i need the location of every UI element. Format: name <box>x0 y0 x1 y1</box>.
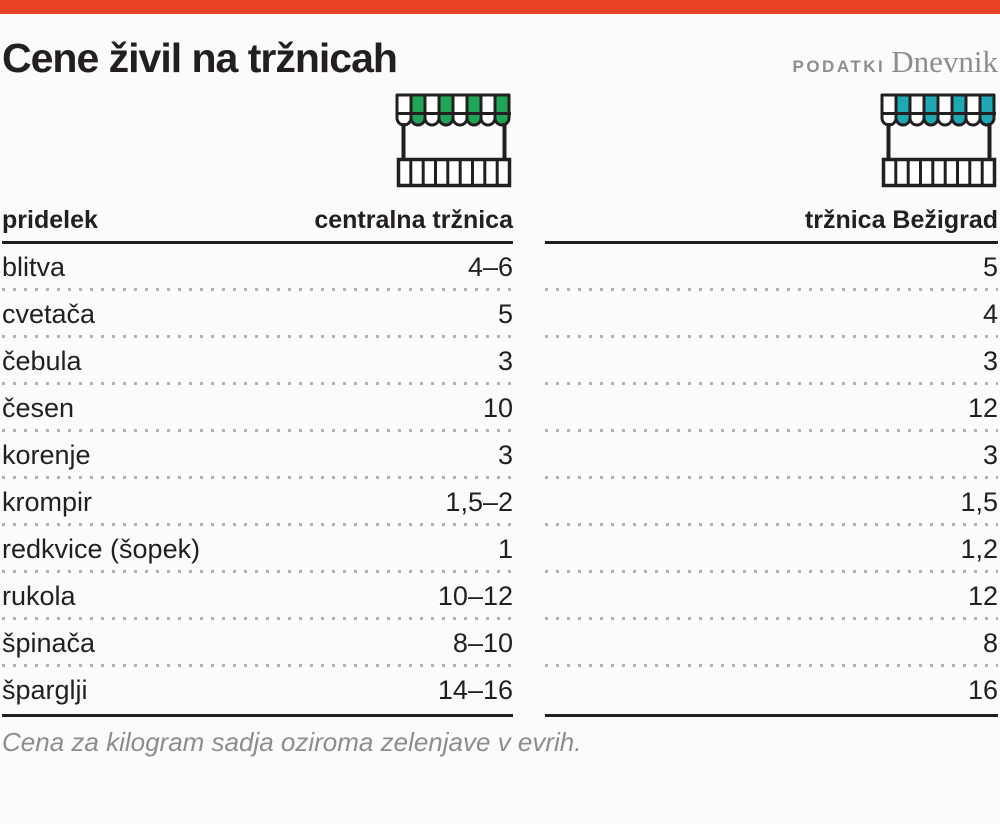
table-row: šparglji 14–16 <box>2 667 513 714</box>
bezigrad-price-value: 8 <box>982 628 998 659</box>
source-label: PODATKI <box>792 57 886 76</box>
central-price-value: 5 <box>497 299 513 330</box>
produce-name: česen <box>2 393 75 424</box>
market-stall-icon-central <box>395 92 513 188</box>
central-price-value: 4–6 <box>467 252 513 283</box>
table-row: krompir 1,5–2 <box>2 479 513 527</box>
produce-name: redkvice (šopek) <box>2 534 201 565</box>
table-row: 12 <box>545 573 998 621</box>
column-header-bezigrad-market: tržnica Bežigrad <box>804 206 998 235</box>
central-price-value: 3 <box>497 440 513 471</box>
produce-name: rukola <box>2 581 76 612</box>
bezigrad-price-value: 1,5 <box>960 487 998 518</box>
table-row: 3 <box>545 338 998 386</box>
table-row: 1,5 <box>545 479 998 527</box>
page-title: Cene živil na tržnicah <box>2 35 398 81</box>
central-market-icon-row <box>2 92 513 188</box>
source-credit: PODATKI Dnevnik <box>792 44 998 80</box>
bezigrad-market-icon-row <box>545 92 998 188</box>
bezigrad-price-value: 12 <box>967 581 998 612</box>
central-price-value: 1,5–2 <box>445 487 513 518</box>
produce-name: korenje <box>2 440 91 471</box>
bezigrad-table-header: tržnica Bežigrad <box>545 196 998 245</box>
top-accent-bar <box>0 0 1000 14</box>
bezigrad-price-value: 16 <box>967 675 998 706</box>
table-row: 12 <box>545 385 998 433</box>
produce-name: šparglji <box>2 675 88 706</box>
central-price-value: 14–16 <box>437 675 513 706</box>
table-row: blitva 4–6 <box>2 244 513 292</box>
table-row: 5 <box>545 244 998 292</box>
central-price-value: 1 <box>497 534 513 565</box>
central-table-header: pridelek centralna tržnica <box>2 196 513 245</box>
bezigrad-price-value: 5 <box>982 252 998 283</box>
table-row: 1,2 <box>545 526 998 574</box>
produce-name: blitva <box>2 252 66 283</box>
table-row: cvetača 5 <box>2 291 513 339</box>
bezigrad-price-value: 1,2 <box>960 534 998 565</box>
bezigrad-price-value: 12 <box>967 393 998 424</box>
central-price-value: 3 <box>497 346 513 377</box>
bezigrad-market-column: tržnica Bežigrad 5 4 3 <box>545 92 998 718</box>
table-row: korenje 3 <box>2 432 513 480</box>
central-table-rows: blitva 4–6 cvetača 5 čebula 3 česen <box>2 244 513 718</box>
price-tables: pridelek centralna tržnica blitva 4–6 cv… <box>2 92 998 718</box>
table-row: rukola 10–12 <box>2 573 513 621</box>
bezigrad-price-value: 4 <box>982 299 998 330</box>
table-row: redkvice (šopek) 1 <box>2 526 513 574</box>
central-price-value: 10 <box>482 393 513 424</box>
infographic-page: Cene živil na tržnicah PODATKI Dnevnik pr… <box>0 0 1000 758</box>
bezigrad-price-value: 3 <box>982 346 998 377</box>
table-row: 4 <box>545 291 998 339</box>
column-header-central-market: centralna tržnica <box>314 206 513 235</box>
produce-name: čebula <box>2 346 82 377</box>
header: Cene živil na tržnicah PODATKI Dnevnik <box>2 35 998 81</box>
table-row: špinača 8–10 <box>2 620 513 668</box>
produce-name: špinača <box>2 628 96 659</box>
bezigrad-price-value: 3 <box>982 440 998 471</box>
central-price-value: 8–10 <box>452 628 513 659</box>
footnote: Cena za kilogram sadja oziroma zelenjave… <box>2 727 582 758</box>
bezigrad-table-rows: 5 4 3 12 3 <box>545 244 998 718</box>
table-row: 16 <box>545 667 998 714</box>
table-row: česen 10 <box>2 385 513 433</box>
market-stall-icon-bezigrad <box>880 92 998 188</box>
produce-name: cvetača <box>2 299 96 330</box>
produce-name: krompir <box>2 487 93 518</box>
central-price-value: 10–12 <box>437 581 513 612</box>
central-market-column: pridelek centralna tržnica blitva 4–6 cv… <box>2 92 513 718</box>
table-row: 3 <box>545 432 998 480</box>
table-row: čebula 3 <box>2 338 513 386</box>
brand-wordmark: Dnevnik <box>891 44 998 79</box>
column-header-produce: pridelek <box>2 206 98 235</box>
table-row: 8 <box>545 620 998 668</box>
